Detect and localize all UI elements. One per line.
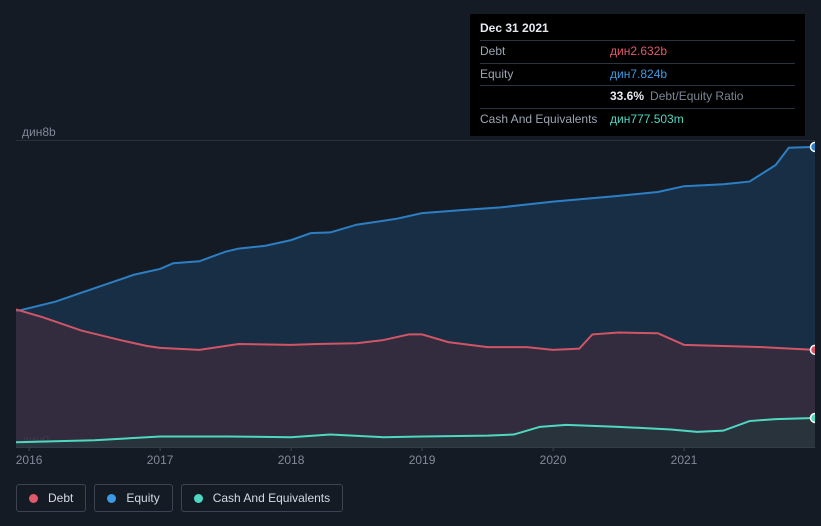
legend-item[interactable]: Debt [16, 484, 86, 512]
tooltip-date: Dec 31 2021 [480, 20, 795, 37]
x-tick-label: 2018 [278, 453, 305, 467]
series-endpoint-marker [811, 345, 816, 354]
tooltip-row: 33.6%Debt/Equity Ratio [480, 85, 795, 107]
series-endpoint-marker [811, 413, 816, 422]
area-chart-svg [16, 140, 815, 448]
legend-swatch [29, 494, 38, 503]
legend-swatch [194, 494, 203, 503]
tooltip-row: Cash And Equivalentsдин777.503m [480, 108, 795, 130]
y-tick-label: дин8b [22, 125, 56, 139]
tooltip-row: Equityдин7.824b [480, 63, 795, 85]
chart-plot-area [16, 140, 815, 448]
legend: Debt Equity Cash And Equivalents [16, 484, 343, 512]
x-tick-label: 2019 [409, 453, 436, 467]
legend-swatch [107, 494, 116, 503]
x-tick-label: 2020 [540, 453, 567, 467]
legend-item[interactable]: Equity [94, 484, 172, 512]
legend-item[interactable]: Cash And Equivalents [181, 484, 343, 512]
tooltip-row: Debtдин2.632b [480, 40, 795, 62]
legend-label: Debt [48, 491, 73, 505]
x-tick-label: 2016 [16, 453, 43, 467]
chart-tooltip: Dec 31 2021 Debtдин2.632bEquityдин7.824b… [470, 14, 805, 136]
legend-label: Equity [126, 491, 159, 505]
series-endpoint-marker [811, 142, 816, 151]
x-tick-label: 2017 [147, 453, 174, 467]
x-axis: 2016 2017 2018 2019 2020 2021 [16, 450, 815, 468]
x-tick-label: 2021 [671, 453, 698, 467]
legend-label: Cash And Equivalents [213, 491, 330, 505]
